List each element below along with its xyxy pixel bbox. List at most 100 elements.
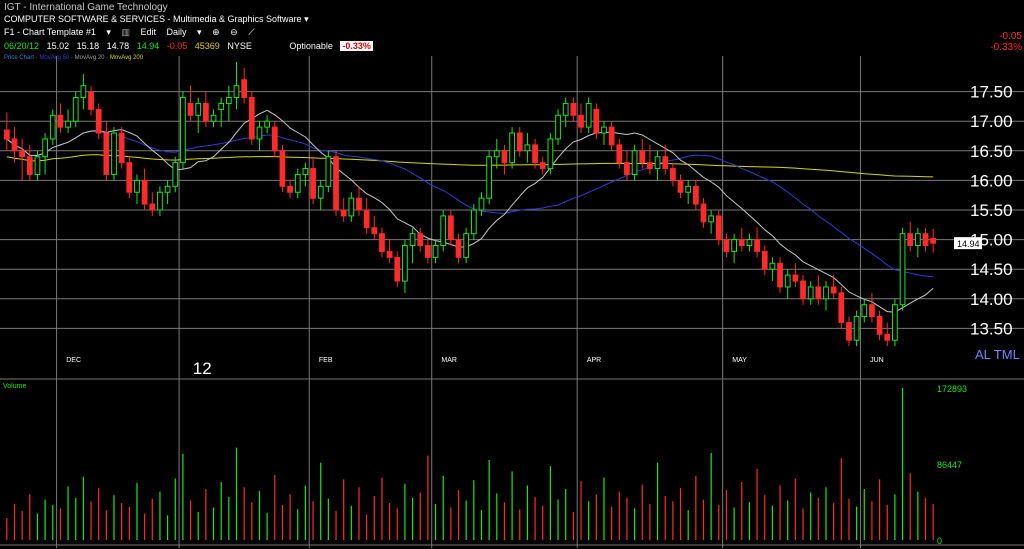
candle-body [42,138,48,158]
candle-body [149,203,156,211]
candle-body [861,304,868,318]
candle-body [134,179,140,193]
tools-icon[interactable]: ▥ [121,27,130,37]
candle-body [746,239,753,247]
sector-line[interactable]: COMPUTER SOFTWARE & SERVICES - Multimedi… [4,14,309,25]
price-tick-label: 15.50 [970,201,1013,220]
candle-body [501,150,508,164]
quote-exchange: NYSE [227,41,252,51]
year-label: 12 [193,359,212,378]
candle-body [907,233,914,247]
price-tick-label: 17.50 [970,83,1013,102]
candle-body [700,203,707,223]
indicator-legend[interactable]: Price Chart - MovAvg 50 - MovAvg 20 - Mo… [4,55,144,61]
candle-body [815,286,822,300]
last-price-label: 14.94 [957,239,980,249]
candle-body [164,185,171,193]
quote-line: 06/20/12 15.02 15.18 14.78 14.94 -0.05 4… [4,41,378,51]
candle-body [777,262,783,288]
price-tick-label: 14.50 [970,260,1013,279]
zoom-out-icon[interactable]: ⊖ [230,27,238,37]
candle-body [792,274,799,282]
candle-body [440,215,447,247]
candle-body [180,97,186,164]
candle-body [846,321,852,341]
candle-body [601,126,607,134]
month-label: DEC [66,357,81,364]
edit-button[interactable]: Edit [140,27,156,37]
candle-body [692,185,699,205]
chart-header: IGT - International Game Technology COMP… [0,0,1024,62]
candle-body [310,168,316,199]
candle-body [57,114,64,128]
candle-body [685,185,692,193]
price-tick-label: 16.50 [970,142,1013,161]
candle-body [761,250,768,270]
draw-icon[interactable]: ⟋ [248,27,255,37]
candle-body [287,185,293,193]
candle-body [187,102,194,116]
period-selector[interactable]: Daily ▾ [166,27,202,37]
candle-body [26,156,33,175]
candle-body [248,97,255,140]
quote-low: 14.78 [106,41,130,51]
legend-ma20: MovAvg 20 [74,55,105,61]
candle-body [447,215,454,241]
candle-body [34,156,41,175]
candle-body [279,150,286,187]
last-price-tag [954,237,982,250]
price-tick-label: 16.00 [970,171,1013,190]
candle-body [402,245,408,282]
candle-body [19,150,26,158]
candle-body [708,215,715,223]
candle-body [524,144,531,152]
candle-body [195,102,202,116]
candle-body [356,197,362,211]
candle-body [715,215,722,241]
candle-body [876,316,883,335]
candle-body [547,138,554,170]
zoom-in-icon[interactable]: ⊕ [212,27,220,37]
template-selector[interactable]: F1 - Chart Template #1 ▾ [4,27,111,37]
candle-body [463,233,470,258]
right-change: -0.05 [999,31,1022,42]
candle-body [930,237,937,244]
candle-body [731,239,737,252]
candle-body [608,126,615,146]
chevron-down-icon[interactable]: ▾ [304,14,309,24]
candle-body [379,233,385,252]
candle-body [677,179,684,193]
candle-body [493,150,500,158]
candle-body [807,286,814,300]
price-tick-label: 17.00 [970,112,1013,131]
candle-body [409,233,416,247]
candle-body [800,280,806,300]
candle-body [647,162,653,170]
candle-body [432,245,439,258]
volume-tick-label: 86447 [937,460,962,470]
candle-body [869,304,875,318]
security-title[interactable]: IGT - International Game Technology [4,2,168,13]
candle-body [754,239,760,252]
candle-body [103,132,110,175]
price-tick-label: 14.00 [970,290,1013,309]
corner-label: AL TML [975,347,1020,362]
pct-change-badge: -0.33% [340,41,373,51]
candle-body [3,129,10,140]
toolbar: F1 - Chart Template #1 ▾ ▥ Edit Daily ▾ … [4,27,263,38]
right-pct-change: -0.33% [990,42,1022,53]
candle-body [585,102,592,128]
candle-body [470,209,477,235]
quote-open: 15.02 [46,41,70,51]
month-label: JUN [870,357,884,364]
legend-ma50: MovAvg 50 [39,55,70,61]
candle-body [555,114,561,140]
optionable-label: Optionable [289,41,333,51]
candle-body [838,292,845,323]
candle-body [157,191,163,211]
candle-body [578,114,584,128]
candle-body [455,239,462,258]
candle-body [294,173,301,193]
candle-body [738,239,745,247]
